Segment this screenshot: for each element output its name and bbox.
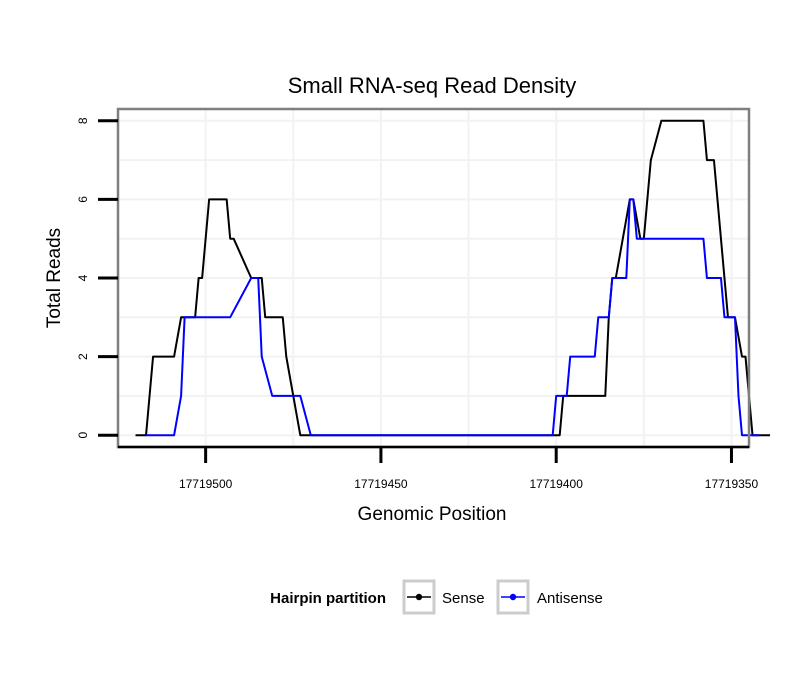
series-line-antisense — [146, 198, 760, 437]
legend-title: Hairpin partition — [270, 590, 386, 607]
legend-item-sense: Sense — [402, 579, 485, 615]
y-axis: 0 2 4 6 8 — [76, 117, 118, 439]
series-lines — [135, 119, 771, 437]
legend-point-sense — [415, 593, 423, 601]
x-axis-title: Genomic Position — [358, 504, 507, 525]
x-tick-label: 17719500 — [179, 477, 233, 491]
y-tick-label: 6 — [76, 196, 90, 203]
y-tick-label: 4 — [76, 274, 90, 281]
legend-item-antisense: Antisense — [496, 579, 603, 615]
grid — [118, 109, 749, 447]
chart-title: Small RNA-seq Read Density — [288, 73, 577, 98]
legend-label-antisense: Antisense — [537, 590, 603, 607]
x-axis: 17719500 17719450 17719400 17719350 — [118, 445, 759, 491]
legend-point-antisense — [509, 593, 517, 601]
y-tick-label: 2 — [76, 353, 90, 360]
legend: Hairpin partition Sense Antisense — [270, 579, 603, 615]
y-axis-title: Total Reads — [44, 228, 65, 328]
y-tick-label: 8 — [76, 117, 90, 124]
x-tick-label: 17719450 — [354, 477, 408, 491]
y-tick-label: 0 — [76, 432, 90, 439]
x-tick-label: 17719400 — [529, 477, 583, 491]
legend-label-sense: Sense — [442, 590, 485, 607]
x-tick-label: 17719350 — [705, 477, 759, 491]
